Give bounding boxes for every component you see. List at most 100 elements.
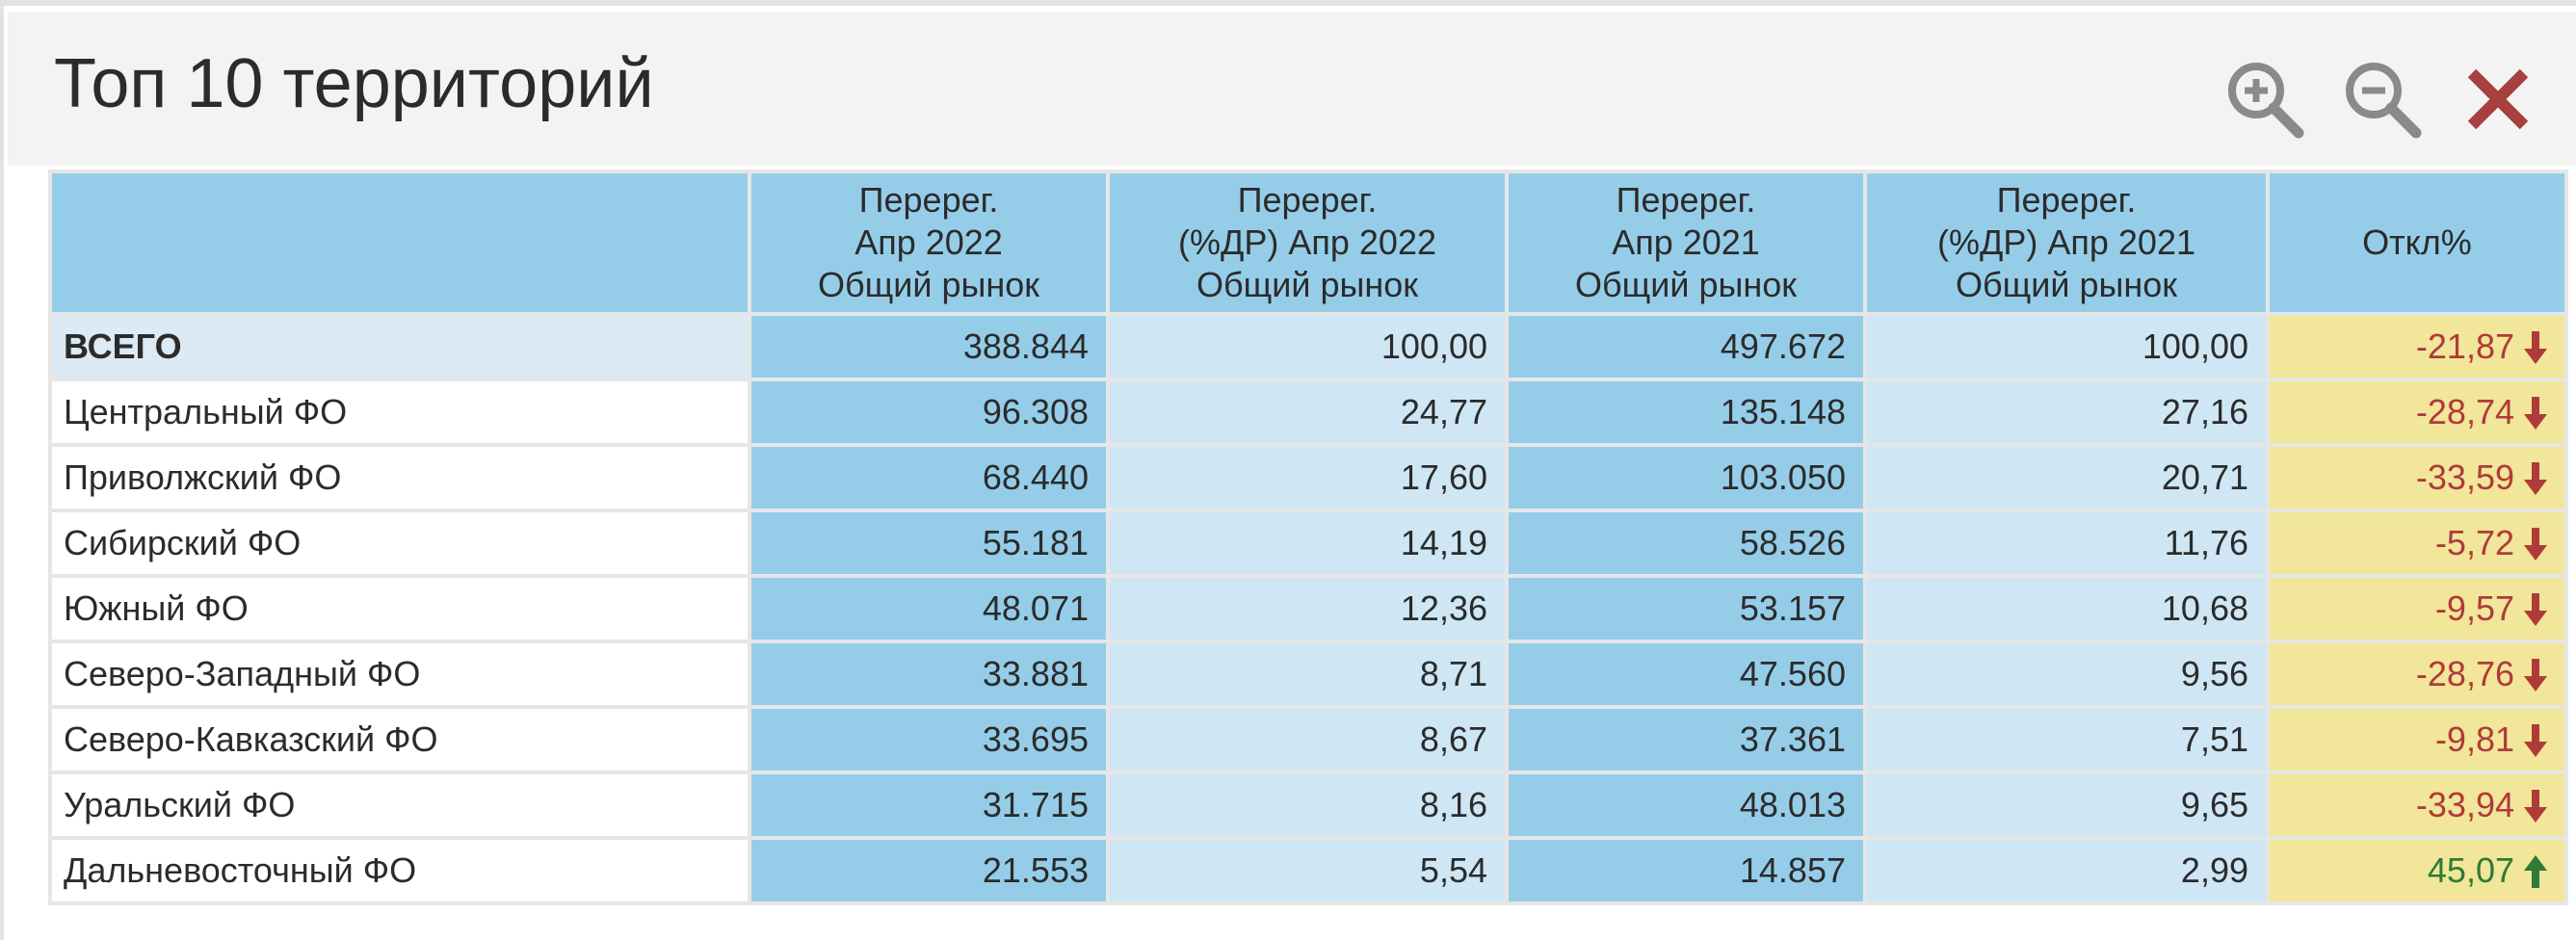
rereg-pct-apr-2022-cell: 8,67 [1106,705,1509,774]
zoom-in-icon [2228,63,2304,139]
rereg-pct-apr-2022-cell: 5,54 [1106,836,1509,905]
arrow-down-icon [2524,397,2547,430]
rereg-apr-2022-cell: 96.308 [748,378,1110,447]
table-body: ВСЕГО 388.844 100,00 497.672 100,00 -21,87 Цен… [48,312,2568,905]
rereg-apr-2022-cell: 21.553 [748,836,1110,905]
deviation-cell: 45,07 [2266,836,2568,905]
deviation-cell: -28,74 [2266,378,2568,447]
header-line: Перерег. [1616,180,1756,220]
header-line: Общий рынок [817,265,1039,304]
table-row[interactable]: Северо-Западный ФО 33.881 8,71 47.560 9,56 -2… [48,640,2568,709]
header-deviation[interactable]: Откл% [2266,170,2568,316]
rereg-pct-apr-2022-cell: 14,19 [1106,509,1509,578]
rereg-pct-apr-2022-cell: 24,77 [1106,378,1509,447]
zoom-out-button[interactable] [2339,56,2426,143]
territory-name-cell: Приволжский ФО [48,443,751,512]
rereg-apr-2021-cell: 53.157 [1505,574,1867,643]
zoom-out-icon [2346,63,2422,139]
deviation-cell: -9,81 [2266,705,2568,774]
rereg-apr-2022-cell: 33.881 [748,640,1110,709]
deviation-value: -28,74 [2415,392,2514,431]
territories-table-wrap: Перерег. Апр 2022 Общий рынок Перерег. (%ДР)… [48,170,2568,905]
table-header-row: Перерег. Апр 2022 Общий рынок Перерег. (%ДР)… [48,170,2568,316]
table-row[interactable]: Северо-Кавказский ФО 33.695 8,67 37.361 7,51… [48,705,2568,774]
arrow-up-icon [2524,855,2547,888]
arrow-down-icon [2524,659,2547,692]
deviation-cell: -21,87 [2266,312,2568,381]
header-line: Перерег. [1996,180,2137,220]
territory-name-cell: Центральный ФО [48,378,751,447]
rereg-apr-2022-cell: 55.181 [748,509,1110,578]
arrow-down-icon [2524,724,2547,757]
territory-name-cell: Северо-Западный ФО [48,640,751,709]
table-row[interactable]: Уральский ФО 31.715 8,16 48.013 9,65 -33,94 [48,770,2568,840]
header-line: Общий рынок [1196,265,1418,304]
rereg-apr-2022-cell: 31.715 [748,770,1110,840]
zoom-in-button[interactable] [2221,56,2308,143]
rereg-pct-apr-2021-cell: 9,65 [1863,770,2270,840]
header-line: Перерег. [1237,180,1378,220]
rereg-apr-2021-cell: 58.526 [1505,509,1867,578]
rereg-apr-2021-cell: 497.672 [1505,312,1867,381]
rereg-pct-apr-2021-cell: 10,68 [1863,574,2270,643]
arrow-down-icon [2524,462,2547,495]
panel-title: Топ 10 территорий [54,45,654,122]
header-rereg-apr-2021[interactable]: Перерег. Апр 2021 Общий рынок [1505,170,1867,316]
rereg-pct-apr-2021-cell: 9,56 [1863,640,2270,709]
close-icon [2467,68,2529,130]
header-line: (%ДР) Апр 2022 [1178,222,1436,262]
header-rereg-pct-apr-2021[interactable]: Перерег. (%ДР) Апр 2021 Общий рынок [1863,170,2270,316]
arrow-down-icon [2524,331,2547,364]
deviation-value: -5,72 [2434,523,2514,562]
rereg-pct-apr-2021-cell: 27,16 [1863,378,2270,447]
deviation-cell: -33,94 [2266,770,2568,840]
deviation-value: -33,59 [2415,457,2514,497]
rereg-pct-apr-2022-cell: 8,71 [1106,640,1509,709]
deviation-cell: -33,59 [2266,443,2568,512]
table-row[interactable]: Дальневосточный ФО 21.553 5,54 14.857 2,99 45… [48,836,2568,905]
header-line: Откл% [2362,222,2472,262]
header-rereg-pct-apr-2022[interactable]: Перерег. (%ДР) Апр 2022 Общий рынок [1106,170,1509,316]
table-row[interactable]: Южный ФО 48.071 12,36 53.157 10,68 -9,57 [48,574,2568,643]
deviation-value: -28,76 [2415,654,2514,693]
header-line: Апр 2022 [854,222,1003,262]
table-row[interactable]: Центральный ФО 96.308 24,77 135.148 27,16 -28… [48,378,2568,447]
header-territory[interactable] [48,170,751,316]
rereg-pct-apr-2022-cell: 8,16 [1106,770,1509,840]
rereg-apr-2021-cell: 37.361 [1505,705,1867,774]
header-line: Общий рынок [1955,265,2177,304]
rereg-pct-apr-2022-cell: 100,00 [1106,312,1509,381]
rereg-apr-2021-cell: 14.857 [1505,836,1867,905]
rereg-apr-2021-cell: 135.148 [1505,378,1867,447]
territory-name-cell: ВСЕГО [48,312,751,381]
table-row-total[interactable]: ВСЕГО 388.844 100,00 497.672 100,00 -21,87 [48,312,2568,381]
territories-table: Перерег. Апр 2022 Общий рынок Перерег. (%ДР)… [48,170,2568,905]
panel-header: Топ 10 территорий [8,12,2576,166]
rereg-pct-apr-2021-cell: 2,99 [1863,836,2270,905]
rereg-apr-2022-cell: 33.695 [748,705,1110,774]
table-row[interactable]: Сибирский ФО 55.181 14,19 58.526 11,76 -5,72 [48,509,2568,578]
territory-name-cell: Дальневосточный ФО [48,836,751,905]
rereg-pct-apr-2022-cell: 17,60 [1106,443,1509,512]
deviation-cell: -9,57 [2266,574,2568,643]
rereg-pct-apr-2021-cell: 7,51 [1863,705,2270,774]
header-line: Перерег. [858,180,999,220]
territory-name-cell: Сибирский ФО [48,509,751,578]
deviation-value: -21,87 [2415,326,2514,366]
header-rereg-apr-2022[interactable]: Перерег. Апр 2022 Общий рынок [748,170,1110,316]
rereg-apr-2022-cell: 48.071 [748,574,1110,643]
table-row[interactable]: Приволжский ФО 68.440 17,60 103.050 20,71 -33… [48,443,2568,512]
rereg-apr-2021-cell: 47.560 [1505,640,1867,709]
close-button[interactable] [2455,56,2541,143]
arrow-down-icon [2524,593,2547,626]
deviation-cell: -28,76 [2266,640,2568,709]
header-line: Общий рынок [1574,265,1797,304]
deviation-value: -9,81 [2434,719,2514,759]
deviation-value: -33,94 [2415,785,2514,824]
rereg-apr-2021-cell: 48.013 [1505,770,1867,840]
rereg-apr-2022-cell: 68.440 [748,443,1110,512]
rereg-pct-apr-2021-cell: 11,76 [1863,509,2270,578]
territory-name-cell: Южный ФО [48,574,751,643]
header-line: (%ДР) Апр 2021 [1937,222,2195,262]
